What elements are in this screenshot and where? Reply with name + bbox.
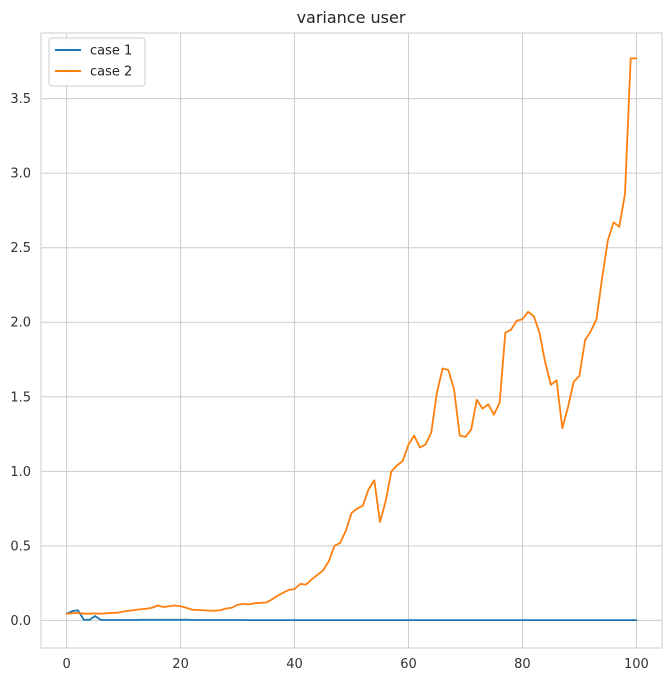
y-tick-label: 2.5	[10, 241, 31, 256]
x-tick-label: 20	[172, 657, 189, 672]
series-line-1	[65, 609, 638, 622]
y-tick-label: 3.5	[10, 92, 31, 107]
legend-label: case 1	[90, 44, 132, 59]
y-tick-label: 0.5	[10, 539, 31, 554]
x-tick-label: 40	[286, 657, 303, 672]
x-tick-label: 80	[514, 657, 531, 672]
y-tick-label: 1.0	[10, 465, 31, 480]
chart-title: variance user	[297, 8, 406, 27]
series-layer	[65, 57, 638, 622]
y-axis: 0.0 0.5 1.0 1.5 2.0 2.5 3.0 3.5	[10, 92, 31, 629]
grid	[41, 33, 662, 648]
series-line-2	[65, 57, 638, 615]
x-axis: 0 20 40 60 80 100	[62, 657, 648, 672]
legend: case 1 case 2	[48, 37, 146, 87]
y-tick-label: 1.5	[10, 390, 31, 405]
y-tick-label: 0.0	[10, 614, 31, 629]
legend-label: case 2	[90, 65, 132, 80]
x-tick-label: 100	[624, 657, 649, 672]
y-tick-label: 2.0	[10, 316, 31, 331]
x-tick-label: 60	[400, 657, 417, 672]
x-tick-label: 0	[62, 657, 70, 672]
plot-frame	[40, 32, 663, 649]
y-tick-label: 3.0	[10, 167, 31, 182]
